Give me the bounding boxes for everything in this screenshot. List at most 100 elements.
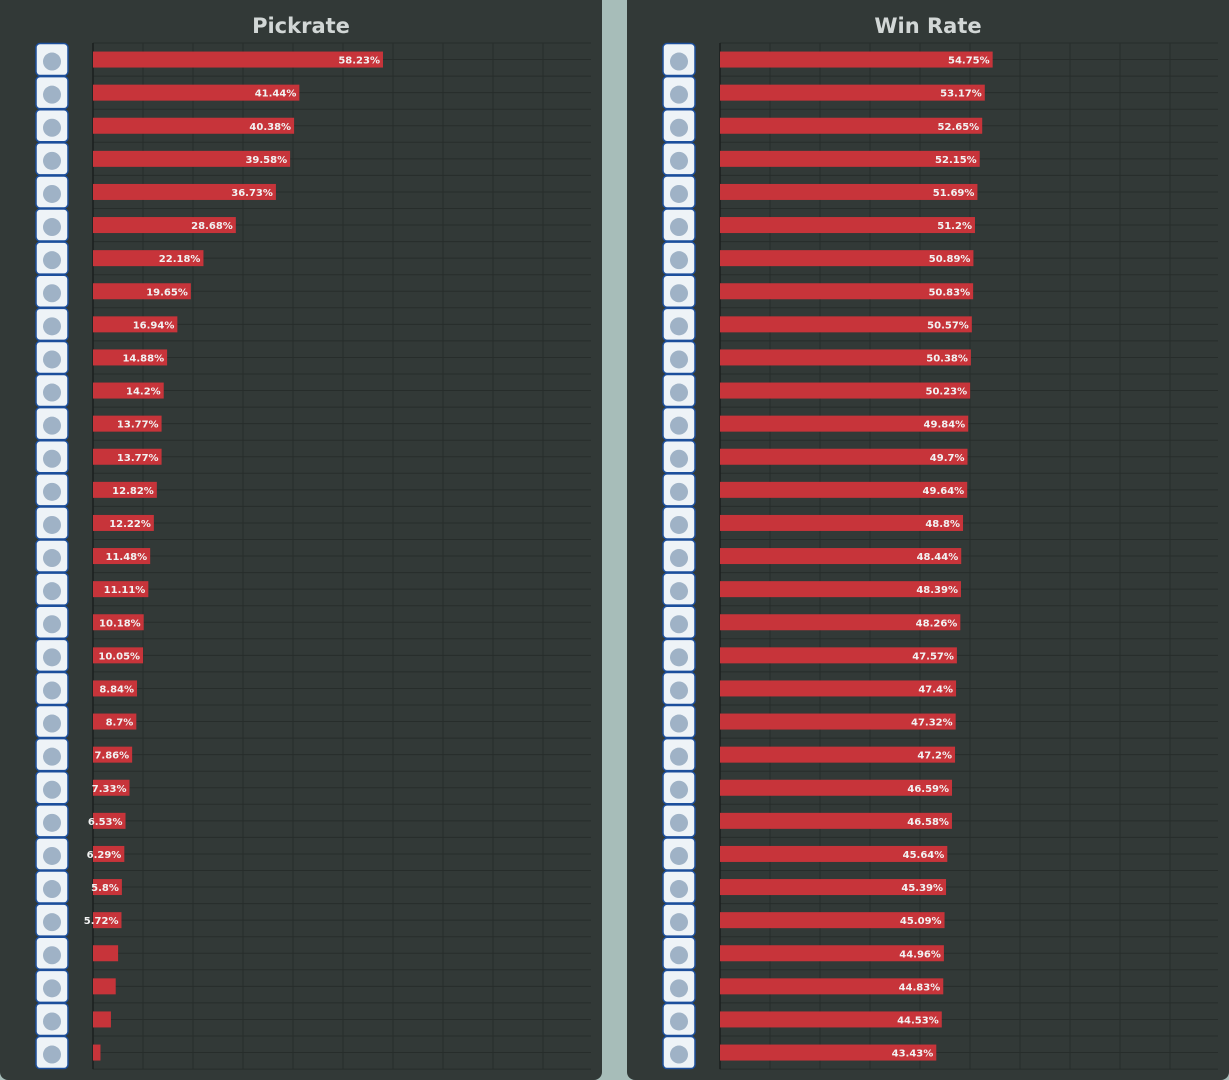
charizard-icon [662, 340, 696, 375]
slowbro-icon-figure [43, 449, 61, 468]
pikachu-icon [662, 307, 696, 342]
cramorant-icon [35, 969, 69, 1004]
winrate-bar-label: 52.15% [935, 155, 977, 166]
charizard-icon-figure [670, 350, 688, 369]
pickrate-bar [93, 945, 119, 962]
crustle-icon-figure [670, 813, 688, 832]
pickrate-bar-label: 6.53% [88, 817, 123, 828]
winrate-bar [720, 548, 962, 565]
winrate-bar [720, 614, 961, 631]
pickrate-bar [93, 316, 178, 333]
charizard-icon [35, 406, 69, 441]
pickrate-bar-label: 28.68% [191, 221, 233, 232]
dragonite-icon [662, 109, 696, 143]
pickrate-bar [93, 879, 122, 896]
greninja-icon [662, 473, 696, 507]
pickrate-bar [93, 1044, 101, 1061]
mr-mime-icon-figure [670, 515, 688, 534]
winrate-bar [720, 779, 953, 796]
slowbro-icon [662, 142, 696, 176]
pickrate-bar-label: 40.38% [249, 122, 291, 133]
winrate-bar [720, 283, 974, 300]
winrate-bar-label: 48.26% [916, 618, 958, 629]
pickrate-bar [93, 382, 164, 399]
winrate-bar-label: 50.89% [929, 254, 971, 265]
cramorant-icon [662, 638, 696, 673]
winrate-bar-label: 46.59% [907, 784, 949, 795]
lucario-icon-figure [670, 184, 688, 203]
greedent-icon [662, 42, 696, 77]
decidueye-icon [35, 704, 69, 739]
absol-icon-figure [43, 549, 61, 568]
sylveon-icon-figure [43, 747, 61, 766]
blastoise-icon [662, 406, 696, 441]
hoopa-icon [35, 1035, 69, 1070]
pickrate-bar [93, 746, 133, 763]
dragonite-icon-figure [670, 118, 688, 137]
blissey-icon-figure [670, 615, 688, 634]
pickrate-bar [93, 250, 204, 267]
winrate-bar-label: 47.32% [911, 718, 953, 729]
pickrate-bar [93, 514, 154, 531]
greedent-icon [35, 473, 69, 507]
pickrate-bar-label: 7.86% [94, 751, 129, 762]
pickrate-bar-label: 19.65% [146, 287, 188, 298]
garchomp-icon-figure [43, 913, 61, 932]
pikachu-icon [35, 109, 69, 143]
lucario-icon [35, 42, 69, 77]
venusaur-icon [662, 241, 696, 275]
cinderace-icon-figure [670, 284, 688, 303]
cinderace-icon-figure [43, 184, 61, 203]
winrate-bar-label: 44.83% [899, 982, 941, 993]
pickrate-bar-label: 8.84% [99, 684, 134, 695]
wigglytuff-icon [35, 241, 69, 275]
winrate-bar [720, 680, 957, 697]
sceptile-icon [35, 837, 69, 871]
talonflame-icon-figure [670, 449, 688, 468]
pikachu-icon-figure [43, 118, 61, 137]
winrate-bar-label: 50.57% [927, 320, 969, 331]
gardevoir-icon-figure [43, 350, 61, 369]
pickrate-bar [93, 84, 300, 101]
pickrate-bar-label: 6.29% [87, 850, 122, 861]
pickrate-bar-label: 12.82% [112, 486, 154, 497]
venusaur-icon-figure [670, 251, 688, 270]
pickrate-chart: 58.23% 41.44% 40.38% 39.58% 36.73% 28.68% 22.1… [35, 42, 591, 1070]
pickrate-bar [93, 647, 144, 664]
garchomp-icon [35, 903, 69, 937]
winrate-bar-label: 44.53% [897, 1015, 939, 1026]
greedent-icon-figure [670, 52, 688, 71]
trevenant-icon [662, 671, 696, 706]
winrate-bar-label: 45.39% [901, 883, 943, 894]
pickrate-bar-label: 7.33% [92, 784, 127, 795]
pickrate-bar [93, 349, 168, 366]
winrate-bar [720, 1011, 942, 1028]
sylveon-icon [35, 737, 69, 772]
crustle-icon [662, 804, 696, 838]
gardevoir-icon [662, 572, 696, 606]
pikachu-icon-figure [670, 317, 688, 336]
alolan-ninetales-icon [35, 771, 69, 805]
winrate-bar [720, 183, 978, 200]
pickrate-bar-label: 36.73% [231, 188, 273, 199]
mr-mime-icon [662, 506, 696, 540]
garchomp-icon-figure [670, 383, 688, 402]
trevenant-icon-figure [670, 681, 688, 700]
cinderace-icon [35, 175, 69, 209]
gengar-icon-figure [43, 1012, 61, 1031]
greninja-icon [35, 274, 69, 308]
winrate-bar-label: 51.2% [937, 221, 972, 232]
blissey-icon-figure [43, 648, 61, 667]
pickrate-bar-label: 8.7% [106, 718, 134, 729]
winrate-bar-label: 43.43% [892, 1049, 934, 1060]
lucario-icon [662, 175, 696, 209]
machamp-icon-figure [670, 218, 688, 237]
winrate-bar [720, 746, 956, 763]
blissey-icon [35, 638, 69, 673]
pickrate-bar-label: 11.11% [104, 585, 146, 596]
winrate-bar [720, 912, 945, 929]
dragonite-icon [35, 373, 69, 408]
pickrate-bar-label: 5.8% [91, 883, 119, 894]
pickrate-bar [93, 713, 137, 730]
winrate-bar-label: 51.69% [933, 188, 975, 199]
